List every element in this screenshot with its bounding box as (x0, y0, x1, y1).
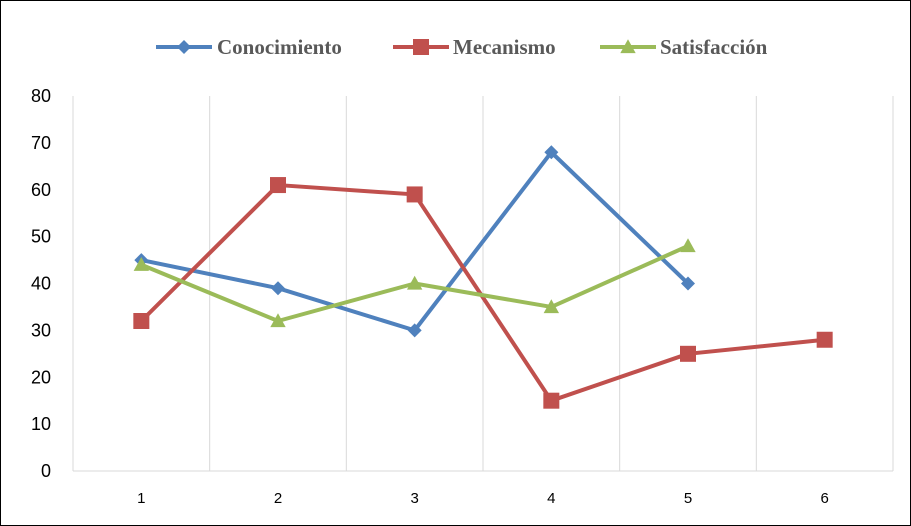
y-tick-label: 10 (31, 414, 51, 434)
x-tick-label: 5 (684, 490, 692, 507)
data-point (406, 275, 423, 290)
y-axis-ticks: 0 10 20 30 40 50 60 70 80 (31, 86, 51, 481)
y-tick-label: 30 (31, 320, 51, 340)
series-1 (133, 177, 833, 409)
legend-item: Mecanismo (393, 35, 556, 59)
y-tick-label: 80 (31, 86, 51, 106)
legend-label: Satisfacción (660, 35, 768, 59)
data-point (543, 392, 560, 409)
data-point (270, 177, 286, 194)
x-tick-label: 1 (137, 490, 145, 507)
x-tick-label: 6 (820, 490, 828, 507)
data-point (271, 281, 285, 296)
legend-item: Conocimiento (156, 35, 342, 59)
x-tick-label: 4 (547, 490, 555, 507)
legend-marker (620, 39, 636, 54)
data-point (680, 345, 696, 362)
series (133, 145, 833, 409)
legend-marker (413, 39, 429, 55)
data-point (133, 257, 150, 271)
legend-marker (177, 40, 191, 54)
series-line (139, 183, 825, 403)
x-tick-label: 3 (410, 490, 418, 507)
series-2 (133, 238, 696, 328)
legend-item: Satisfacción (600, 35, 768, 59)
data-point (816, 331, 833, 348)
data-point (680, 238, 696, 253)
y-tick-label: 20 (31, 367, 51, 387)
y-tick-label: 40 (31, 274, 51, 294)
x-tick-label: 2 (274, 490, 282, 507)
y-tick-label: 60 (31, 180, 51, 200)
y-tick-label: 50 (31, 227, 51, 247)
data-point (270, 313, 286, 328)
x-axis-ticks: 1 2 3 4 5 6 (137, 490, 829, 507)
legend-label: Mecanismo (453, 35, 556, 59)
data-point (406, 186, 423, 203)
gridlines (72, 96, 894, 471)
y-tick-label: 70 (31, 133, 51, 153)
legend: Conocimiento Mecanismo Satisfacción (156, 35, 768, 59)
data-point (681, 276, 695, 291)
data-point (407, 323, 422, 338)
y-tick-label: 0 (41, 461, 51, 481)
data-point (133, 313, 150, 329)
data-point (543, 299, 560, 314)
data-point (544, 145, 559, 160)
series-0 (134, 145, 695, 338)
legend-label: Conocimiento (217, 35, 342, 59)
